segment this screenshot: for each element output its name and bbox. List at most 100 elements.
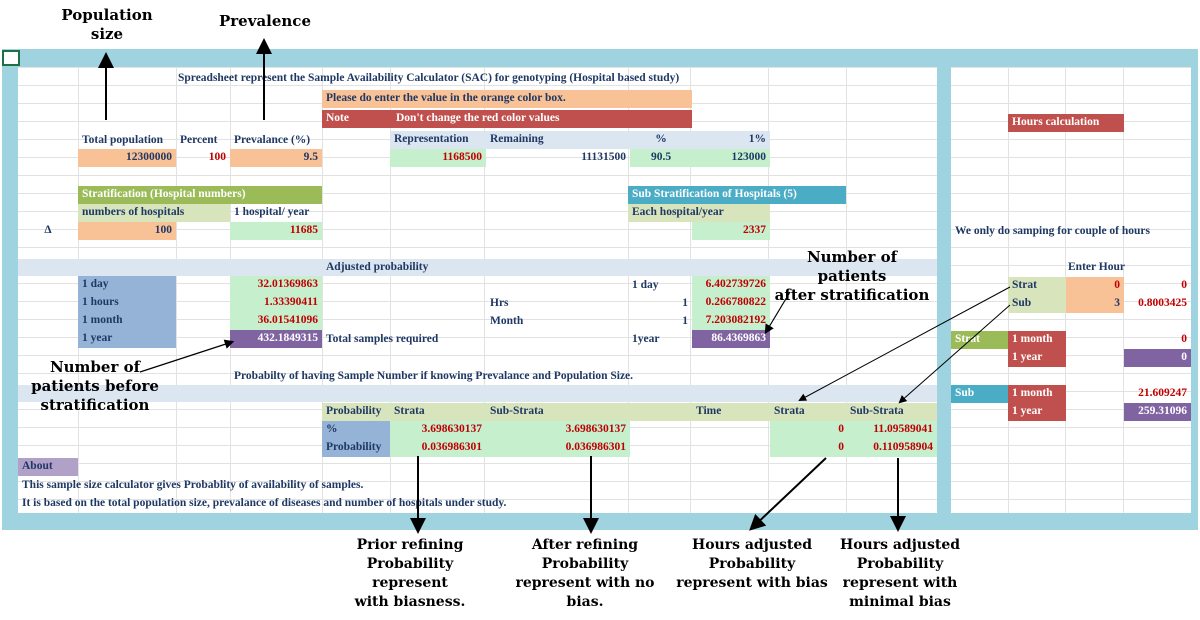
adj-left-value-2: 1.33390411	[230, 294, 322, 312]
one-pct-header: 1%	[692, 131, 770, 149]
prob-header-probability: Probability	[326, 405, 382, 417]
per-year-label: 1 hospital/ year	[234, 206, 310, 218]
prob-header-time: Time	[696, 405, 722, 417]
about-line-2: It is based on the total population size…	[22, 497, 507, 509]
annotation-after-refining: After refining Probability represent wit…	[515, 537, 655, 610]
prob-header-time-strata: Strata	[774, 405, 805, 417]
hours-calculation-title: Hours calculation	[1008, 114, 1124, 132]
total-population-header: Total population	[82, 134, 164, 146]
annotation-population-size: Population size	[61, 6, 153, 43]
prob-header-time-substrata: Sub-Strata	[850, 405, 904, 417]
adj-left-value-1: 32.01369863	[230, 276, 322, 294]
sheet-title: Spreadsheet represent the Sample Availab…	[178, 72, 680, 84]
prob-row2-sub: 0.036986301	[486, 439, 630, 457]
prob-row2-time-sub: 0.110958904	[848, 439, 937, 457]
prob-row1-label: %	[322, 421, 390, 439]
hours-note: We only do samping for couple of hours	[955, 225, 1150, 237]
adjusted-band	[18, 259, 937, 276]
annotation-prior-refining: Prior refining Probability represent wit…	[354, 537, 466, 610]
adj-left-label-4: 1 year	[78, 330, 176, 348]
prob-row2-time-strata: 0	[770, 439, 848, 457]
arrow-hours-bias	[749, 457, 827, 531]
adjusted-title: Adjusted probability	[326, 261, 429, 273]
pct-value: 90.5	[630, 149, 692, 167]
sub-block-year-value: 259.31096	[1124, 403, 1191, 421]
percent-header: Percent	[180, 134, 218, 146]
prob-row1-time-strata: 0	[770, 421, 848, 439]
strat-block-year: 1 year	[1008, 349, 1066, 367]
adj-right-factor-2: 1	[682, 297, 688, 309]
adj-left-label-1: 1 day	[78, 276, 176, 294]
hours-strat-label: Strat	[1008, 277, 1066, 295]
probability-band	[18, 385, 937, 402]
about-label: About	[18, 458, 78, 476]
annotation-number-after: Number of patients after stratification	[774, 248, 930, 304]
prob-row2-label: Probability	[322, 439, 390, 457]
hours-sub-label: Sub	[1008, 295, 1066, 313]
sub-block-label: Sub	[951, 385, 1008, 403]
selected-cell-indicator[interactable]	[2, 50, 20, 66]
total-samples-label: Total samples required	[326, 333, 439, 345]
adj-left-label-3: 1 month	[78, 312, 176, 330]
adj-left-value-4: 432.1849315	[230, 330, 322, 348]
remaining-header: Remaining	[486, 131, 630, 149]
total-population-input[interactable]: 12300000	[78, 149, 176, 167]
prevalance-input[interactable]: 9.5	[230, 149, 322, 167]
per-year-value: 11685	[230, 222, 322, 240]
stratification-title: Stratification (Hospital numbers)	[78, 186, 322, 204]
delta-symbol: Δ	[44, 224, 52, 236]
each-hospital-value: 2337	[692, 222, 770, 240]
adj-left-label-2: 1 hours	[78, 294, 176, 312]
hours-strat-value: 0	[1181, 279, 1187, 291]
annotation-number-before: Number of patients before stratification	[31, 358, 159, 414]
sub-block-month: 1 month	[1008, 385, 1066, 403]
pct-sign-header: %	[630, 131, 692, 149]
instruction-cell: Please do enter the value in the orange …	[322, 90, 630, 108]
strat-block-month: 1 month	[1008, 331, 1066, 349]
prob-row1-strata: 3.698630137	[390, 421, 486, 439]
note-red-empty	[630, 110, 692, 128]
each-hospital-label: Each hospital/year	[628, 204, 770, 222]
note-text: Don't change the red color values	[392, 110, 630, 128]
representation-header: Representation	[390, 131, 486, 149]
annotation-hours-bias: Hours adjusted Probability represent wit…	[676, 537, 828, 591]
arrow-sub-to-time	[898, 304, 1011, 404]
hours-strat-input[interactable]: 0	[1066, 277, 1124, 295]
annotation-hours-minimal: Hours adjusted Probability represent wit…	[839, 537, 961, 610]
sub-block-year: 1 year	[1008, 403, 1066, 421]
adj-right-value-2: 0.266780822	[692, 294, 770, 312]
hospitals-label: numbers of hospitals	[78, 204, 230, 222]
probability-title: Probabilty of having Sample Number if kn…	[234, 370, 634, 382]
arrow-number-before	[139, 339, 235, 373]
prob-header-substrata: Sub-Strata	[490, 405, 544, 417]
adj-right-factor-3: 1	[682, 315, 688, 327]
strat-block-month-value: 0	[1181, 333, 1187, 345]
adj-right-value-3: 7.203082192	[692, 312, 770, 330]
adj-right-value-4: 86.4369863	[692, 330, 770, 348]
adj-right-label-1: 1 day	[632, 279, 659, 291]
note-label: Note	[322, 110, 392, 128]
one-pct-value: 123000	[692, 149, 770, 167]
instruction-empty-cell[interactable]	[630, 90, 692, 108]
percent-value: 100	[208, 151, 226, 163]
adj-left-value-3: 36.01541096	[230, 312, 322, 330]
arrow-strat-to-time	[798, 286, 1011, 401]
prevalance-header: Prevalance (%)	[234, 134, 311, 146]
representation-value: 1168500	[390, 149, 486, 167]
prob-header-strata: Strata	[394, 405, 425, 417]
adj-right-label-4: 1year	[632, 333, 660, 345]
remaining-value: 11131500	[581, 151, 626, 163]
hospitals-input[interactable]: 100	[78, 222, 176, 240]
prob-row1-sub: 3.698630137	[486, 421, 630, 439]
prob-header-band	[322, 403, 937, 421]
sub-stratification-title: Sub Stratification of Hospitals (5)	[628, 186, 846, 204]
hours-sub-value: 0.8003425	[1138, 297, 1187, 309]
month-label: Month	[490, 315, 524, 327]
about-line-1: This sample size calculator gives Probab…	[22, 479, 364, 491]
hrs-label: Hrs	[490, 297, 509, 309]
hours-sub-input[interactable]: 3	[1066, 295, 1124, 313]
strat-block-year-value: 0	[1124, 349, 1191, 367]
sub-block-month-value: 21.609247	[1138, 387, 1187, 399]
